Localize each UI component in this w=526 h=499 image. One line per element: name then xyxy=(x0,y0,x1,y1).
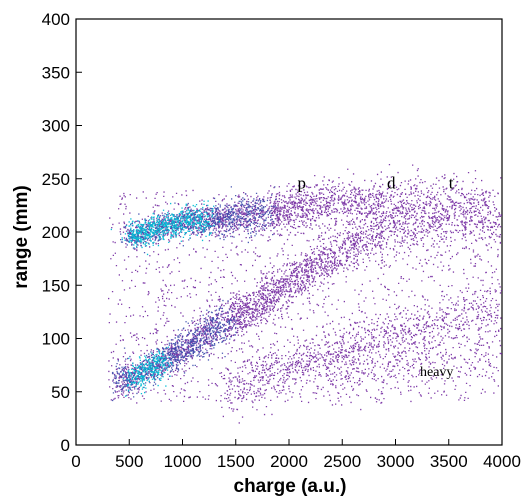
band-label-heavy: heavy xyxy=(420,365,453,380)
points-medium xyxy=(112,186,278,402)
band-labels: p d t heavy xyxy=(298,173,454,379)
y-tick-label: 150 xyxy=(42,276,70,295)
y-axis-label: range (mm) xyxy=(11,185,32,288)
data-points xyxy=(108,164,503,424)
points-dense xyxy=(110,200,221,397)
points-sparse xyxy=(108,164,503,424)
y-tick-label: 250 xyxy=(42,170,70,189)
x-tick-label: 2500 xyxy=(323,452,361,471)
y-tick-label: 200 xyxy=(42,223,70,242)
x-tick-label: 1000 xyxy=(164,452,202,471)
y-tick-label: 300 xyxy=(42,117,70,136)
band-label-t: t xyxy=(449,173,454,192)
band-label-p: p xyxy=(298,173,307,192)
x-tick-label: 2000 xyxy=(270,452,308,471)
band-label-d: d xyxy=(387,173,396,192)
x-tick-label: 3500 xyxy=(430,452,468,471)
x-axis-ticks: 0 500 1000 1500 2000 2500 3000 3500 4000 xyxy=(71,439,521,471)
x-tick-label: 1500 xyxy=(217,452,255,471)
y-tick-label: 400 xyxy=(42,10,70,29)
y-tick-label: 350 xyxy=(42,63,70,82)
x-tick-label: 3000 xyxy=(377,452,415,471)
x-tick-label: 0 xyxy=(71,452,80,471)
y-tick-label: 50 xyxy=(51,383,70,402)
x-axis-label: charge (a.u.) xyxy=(234,476,347,497)
x-tick-label: 500 xyxy=(115,452,143,471)
y-tick-label: 0 xyxy=(61,436,70,455)
x-tick-label: 4000 xyxy=(483,452,521,471)
y-axis-ticks: 0 50 100 150 200 250 300 350 400 xyxy=(42,10,82,455)
y-tick-label: 100 xyxy=(42,330,70,349)
